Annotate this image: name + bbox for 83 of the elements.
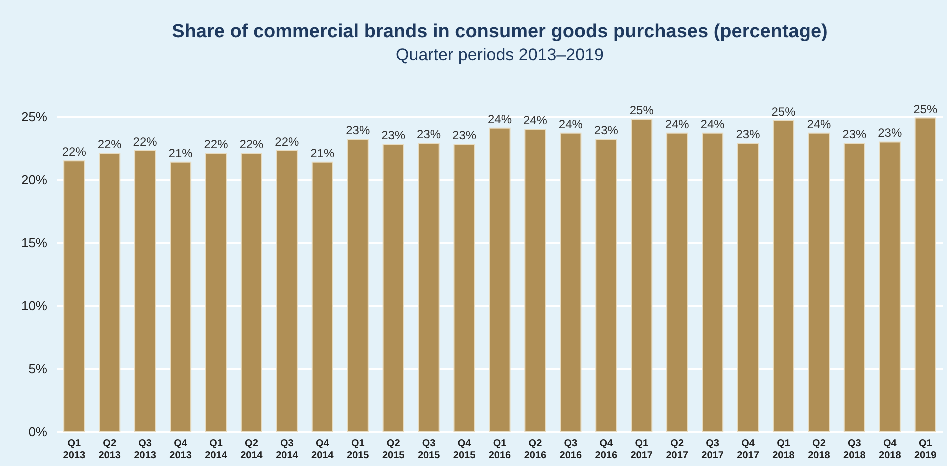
x-tick-label: Q3 2017 — [702, 438, 724, 462]
x-tick-label: Q1 2016 — [488, 438, 512, 462]
data-label: 22% — [204, 138, 229, 152]
data-label: 24% — [807, 117, 832, 132]
y-tick-label: 15% — [21, 236, 48, 250]
y-tick-label: 20% — [21, 172, 48, 188]
chart-subtitle: Quarter periods 2013–2019 — [396, 45, 604, 64]
data-label: 24% — [665, 117, 690, 132]
bar — [772, 120, 795, 432]
y-tick-label: 0% — [28, 424, 48, 440]
x-tick-label: Q1 2017 — [630, 438, 654, 462]
data-label: 25% — [914, 102, 938, 116]
bar — [808, 132, 830, 432]
data-label: 23% — [452, 128, 477, 143]
data-label: 24% — [558, 117, 584, 132]
x-tick-label: Q4 2015 — [453, 438, 476, 462]
bar — [524, 129, 546, 432]
bar — [879, 142, 901, 432]
data-label: 21% — [168, 146, 194, 160]
data-label: 22% — [98, 138, 122, 152]
x-tick-label: Q3 2014 — [276, 438, 299, 462]
y-tick-label: 10% — [21, 298, 48, 314]
data-label: 24% — [523, 114, 548, 128]
x-tick-label: Q3 2013 — [134, 438, 157, 462]
x-tick-label: Q4 2018 — [879, 438, 902, 462]
bar — [312, 162, 334, 432]
data-label: 22% — [62, 145, 87, 160]
bar — [347, 139, 369, 432]
data-label: 24% — [488, 112, 512, 126]
x-tick-label: Q4 2014 — [312, 438, 334, 462]
x-tick-label: Q1 2014 — [205, 438, 228, 462]
bar — [914, 118, 936, 432]
bar — [134, 150, 156, 432]
data-label: 23% — [594, 124, 619, 138]
x-tick-label: Q3 2015 — [418, 438, 441, 462]
data-label: 22% — [275, 135, 300, 150]
data-label: 23% — [736, 127, 761, 142]
x-tick-label: Q1 2015 — [347, 438, 370, 462]
data-label: 23% — [417, 127, 442, 142]
bar — [737, 142, 760, 432]
y-tick-label: 5% — [28, 362, 48, 376]
data-label: 25% — [772, 104, 796, 119]
x-tick-label: Q4 2013 — [170, 438, 192, 462]
data-label: 21% — [310, 146, 335, 160]
x-tick-label: Q3 2016 — [560, 438, 582, 462]
y-tick-label: 25% — [21, 110, 48, 124]
x-tick-label: Q4 2017 — [737, 438, 760, 462]
data-label: 25% — [630, 104, 654, 118]
x-tick-label: Q4 2016 — [595, 438, 618, 462]
data-label: 23% — [842, 127, 868, 142]
data-label: 22% — [240, 138, 264, 152]
bar — [205, 153, 228, 432]
bar — [454, 144, 476, 432]
bar — [170, 162, 192, 432]
x-tick-label: Q1 2019 — [914, 438, 938, 462]
data-label: 24% — [700, 117, 726, 132]
bar — [844, 142, 866, 432]
bar — [596, 139, 618, 432]
data-label: 22% — [133, 135, 158, 150]
bar — [64, 160, 86, 432]
bar — [240, 153, 263, 432]
x-tick-label: Q2 2016 — [524, 438, 548, 462]
chart-title: Share of commercial brands in consumer goods purchases (percentage) — [172, 21, 828, 42]
bar — [418, 142, 440, 432]
x-tick-label: Q2 2014 — [240, 438, 264, 462]
bar — [666, 132, 688, 432]
bar — [489, 128, 511, 432]
x-tick-label: Q2 2015 — [382, 438, 406, 462]
x-tick-label: Q2 2017 — [666, 438, 689, 462]
data-label: 23% — [878, 126, 902, 140]
x-tick-label: Q3 2018 — [844, 438, 866, 462]
x-tick-label: Q1 2013 — [63, 438, 86, 462]
bar — [702, 132, 724, 432]
data-label: 23% — [346, 124, 370, 138]
x-tick-label: Q2 2018 — [808, 438, 831, 462]
bar — [99, 153, 121, 432]
bar — [631, 119, 653, 432]
bar — [560, 132, 582, 432]
x-tick-label: Q2 2013 — [98, 438, 122, 462]
x-tick-label: Q1 2018 — [772, 438, 796, 462]
bar — [382, 144, 404, 432]
data-label: 23% — [382, 128, 406, 143]
bar — [276, 150, 298, 432]
